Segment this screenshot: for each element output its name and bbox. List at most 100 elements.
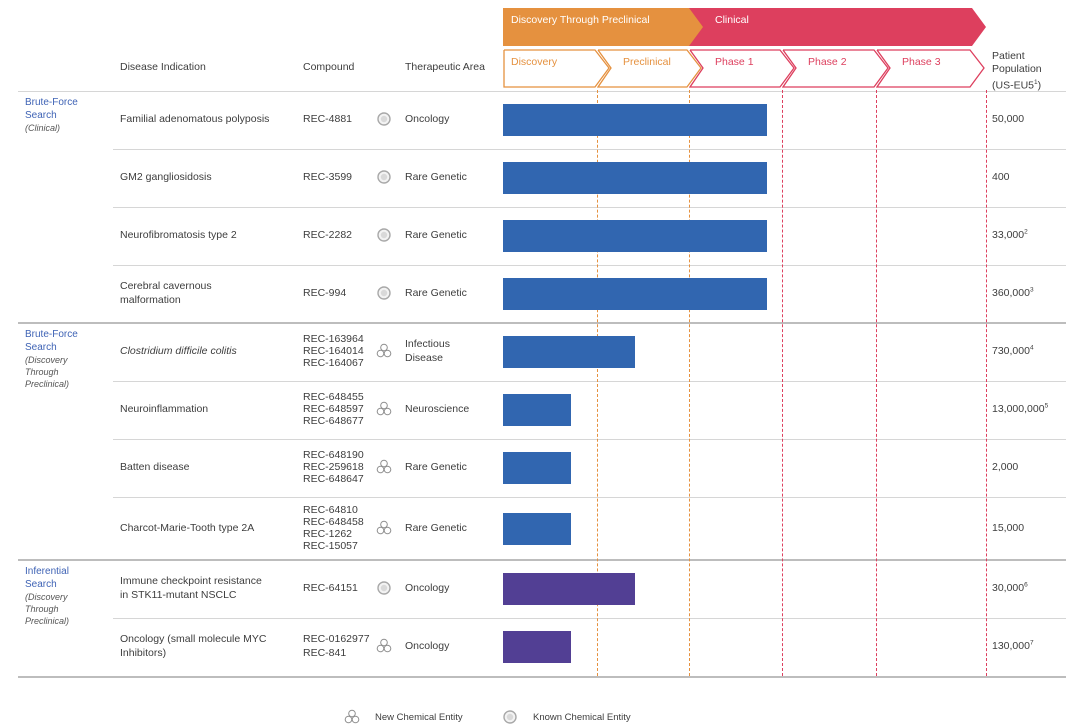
disease-indication: Oncology (small molecule MYC Inhibitors) (120, 632, 295, 660)
population-header-line: Population (992, 63, 1042, 75)
therapeutic-area: Neuroscience (405, 402, 469, 416)
phase-chevron (503, 49, 610, 88)
progress-bar (503, 573, 636, 605)
therapeutic-area-header: Therapeutic Area (405, 61, 485, 73)
disease-line: GM2 gangliosidosis (120, 171, 212, 183)
area-line: Oncology (405, 582, 450, 594)
therapeutic-area: Oncology (405, 581, 449, 595)
row-divider (113, 207, 1066, 208)
progress-bar (503, 220, 768, 252)
row-divider (113, 265, 1066, 266)
group-title-line: Search (25, 110, 57, 121)
population-value: 30,000 (992, 582, 1025, 594)
phase-label: Phase 3 (902, 56, 941, 68)
compound-id: REC-164014 (303, 345, 364, 357)
disease-line: Batten disease (120, 461, 190, 473)
population-footnote: 4 (1029, 344, 1034, 352)
row-divider (18, 559, 1066, 561)
therapeutic-area: Oncology (405, 639, 449, 653)
compound-id: REC-64151 (303, 582, 358, 594)
compound-id: REC-164067 (303, 357, 364, 369)
row-divider (18, 676, 1066, 678)
population-footnote: 2 (1024, 228, 1028, 236)
known-chemical-entity-icon (377, 581, 391, 595)
compound-id: REC-0162977 (303, 633, 370, 645)
patient-population: 50,000 (992, 112, 1024, 126)
patient-population: 2,000 (992, 460, 1018, 474)
compound-list: REC-648455 REC-648597 REC-648677 (303, 391, 364, 427)
row-divider (113, 439, 1066, 440)
disease-line: Familial adenomatous polyposis (120, 113, 270, 125)
area-line: Rare Genetic (405, 461, 467, 473)
group-title-line: Search (25, 579, 57, 590)
row-divider (113, 381, 1066, 382)
population-value: 400 (992, 171, 1010, 183)
compound-list: REC-64810 REC-648458 REC-1262 REC-15057 (303, 504, 364, 552)
stage-group-label: Clinical (715, 14, 749, 26)
program-group-label: Brute-Force Search (Discovery Through Precli… (25, 328, 78, 390)
compound-id: REC-648190 (303, 449, 364, 461)
disease-line: Oncology (small molecule MYC (120, 633, 267, 645)
group-title-line: Search (25, 342, 57, 353)
group-title-line: Brute-Force (25, 97, 78, 108)
area-line: Rare Genetic (405, 521, 467, 534)
group-title-line: Brute-Force (25, 329, 78, 340)
group-subtitle-line: (Discovery (25, 592, 68, 602)
group-subtitle-line: Through (25, 604, 59, 614)
disease-line: Inhibitors) (120, 647, 167, 659)
stage-group-clinical (689, 8, 986, 46)
compound-id: REC-15057 (303, 539, 358, 552)
disease-indication: GM2 gangliosidosis (120, 170, 295, 184)
stage-group-discovery-preclinical (503, 8, 705, 46)
group-subtitle-line: Preclinical) (25, 379, 70, 389)
population-value: 13,000,000 (992, 403, 1045, 415)
area-line: Rare Genetic (405, 171, 467, 183)
patient-population: 130,0007 (992, 639, 1034, 653)
row-divider (18, 322, 1066, 324)
new-chemical-entity-icon (376, 459, 392, 474)
compound-id: REC-648597 (303, 403, 364, 415)
stage-group-label: Discovery Through Preclinical (511, 14, 650, 26)
known-chemical-entity-icon (377, 228, 391, 242)
compound-list: REC-648190 REC-259618 REC-648647 (303, 449, 364, 485)
population-header-close: ) (1037, 79, 1042, 92)
disease-indication: Charcot-Marie-Tooth type 2A (120, 521, 295, 535)
population-value: 360,000 (992, 287, 1030, 299)
group-subtitle-line: Through (25, 367, 59, 377)
new-chemical-entity-icon (376, 638, 392, 653)
disease-line: Immune checkpoint resistance (120, 575, 262, 587)
disease-indication: Immune checkpoint resistance in STK11-mut… (120, 574, 295, 602)
program-group-label: Brute-Force Search (Clinical) (25, 96, 78, 134)
new-chemical-entity-icon (376, 401, 392, 416)
progress-bar (503, 512, 571, 545)
legend-new-chemical-entity: New Chemical Entity (375, 712, 463, 723)
group-subtitle-line: (Clinical) (25, 123, 61, 133)
compound-header: Compound (303, 61, 355, 73)
compound-list: REC-3599 (303, 170, 352, 184)
therapeutic-area: Oncology (405, 112, 449, 126)
patient-population: 360,0003 (992, 286, 1034, 300)
patient-population: 33,0002 (992, 228, 1028, 242)
patient-population: 15,000 (992, 521, 1024, 535)
progress-bar (503, 631, 571, 663)
disease-line: malformation (120, 294, 181, 306)
population-header-line: Patient (992, 50, 1025, 62)
population-value: 15,000 (992, 521, 1025, 534)
phase-chevron (876, 49, 985, 88)
compound-id: REC-841 (303, 647, 347, 659)
population-value: 730,000 (992, 345, 1030, 357)
phase-label: Phase 1 (715, 56, 754, 68)
disease-indication-header: Disease Indication (120, 61, 206, 73)
compound-list: REC-2282 (303, 228, 352, 242)
legend-known-chemical-entity: Known Chemical Entity (533, 712, 631, 723)
compound-id: REC-4881 (303, 113, 353, 125)
phase-separator (876, 90, 877, 676)
disease-line: Neuroinflammation (120, 403, 209, 415)
therapeutic-area: Rare Genetic (405, 228, 467, 242)
disease-indication: Cerebral cavernous malformation (120, 279, 295, 307)
patient-population: 13,000,0005 (992, 402, 1048, 416)
row-divider (113, 497, 1066, 498)
phase-separator (597, 90, 598, 676)
therapeutic-area: Rare Genetic (405, 170, 467, 184)
phase-separator (689, 90, 690, 676)
